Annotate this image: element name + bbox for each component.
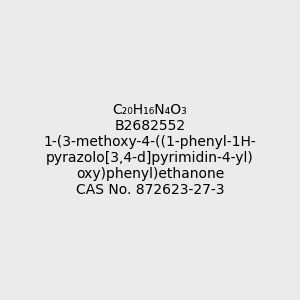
Text: C₂₀H₁₆N₄O₃
B2682552
1-(3-methoxy-4-((1-phenyl-1H-
pyrazolo[3,4-d]pyrimidin-4-yl): C₂₀H₁₆N₄O₃ B2682552 1-(3-methoxy-4-((1-p… [44,103,256,197]
